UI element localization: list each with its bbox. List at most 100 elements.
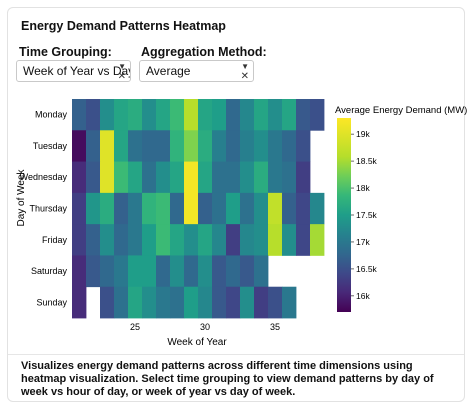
heatmap-cell[interactable] (142, 192, 157, 225)
clear-icon[interactable]: ✕ (117, 71, 126, 82)
heatmap-cell[interactable] (282, 192, 297, 225)
heatmap-cell[interactable] (142, 161, 157, 194)
time-grouping-select[interactable]: Week of Year vs Day ... ▼ ✕ (16, 60, 131, 82)
heatmap-cell[interactable] (268, 161, 283, 194)
heatmap-cell[interactable] (212, 255, 227, 288)
heatmap-cell[interactable] (282, 286, 297, 319)
heatmap-cell[interactable] (128, 286, 143, 319)
heatmap-cell[interactable] (198, 161, 213, 194)
heatmap-cell[interactable] (282, 224, 297, 256)
heatmap-cell[interactable] (240, 99, 255, 131)
heatmap-cell[interactable] (254, 286, 269, 319)
heatmap-cell[interactable] (296, 130, 311, 162)
heatmap-cell[interactable] (114, 255, 129, 288)
heatmap-cell[interactable] (226, 255, 241, 288)
heatmap-cell[interactable] (86, 192, 101, 225)
heatmap-cell[interactable] (198, 255, 213, 288)
heatmap-cell[interactable] (72, 161, 87, 194)
heatmap-cell[interactable] (72, 255, 87, 288)
heatmap-cell[interactable] (100, 130, 115, 162)
heatmap-cell[interactable] (100, 192, 115, 225)
heatmap-cell[interactable] (226, 130, 241, 162)
heatmap-cell[interactable] (212, 224, 227, 256)
heatmap-cell[interactable] (212, 99, 227, 131)
heatmap-cell[interactable] (198, 224, 213, 256)
heatmap-chart[interactable]: Monday Tuesday Wednesday Thursday Friday Satu… (0, 0, 474, 350)
heatmap-cell[interactable] (282, 161, 297, 194)
heatmap-cell[interactable] (226, 99, 241, 131)
heatmap-cell[interactable] (226, 224, 241, 256)
aggregation-method-select[interactable]: Average ▼ ✕ (139, 60, 254, 82)
heatmap-cell[interactable] (184, 192, 199, 225)
heatmap-cell[interactable] (254, 161, 269, 194)
heatmap-cell[interactable] (170, 286, 185, 319)
heatmap-cell[interactable] (142, 99, 157, 131)
heatmap-cell[interactable] (156, 192, 171, 225)
heatmap-cell[interactable] (128, 192, 143, 225)
heatmap-cell[interactable] (170, 130, 185, 162)
heatmap-cell[interactable] (198, 192, 213, 225)
heatmap-cell[interactable] (268, 130, 283, 162)
heatmap-cell[interactable] (100, 161, 115, 194)
heatmap-cell[interactable] (268, 192, 283, 225)
heatmap-cell[interactable] (114, 224, 129, 256)
heatmap-cell[interactable] (128, 99, 143, 131)
heatmap-cell[interactable] (184, 99, 199, 131)
heatmap-cell[interactable] (142, 286, 157, 319)
heatmap-cell[interactable] (184, 255, 199, 288)
heatmap-cell[interactable] (226, 286, 241, 319)
heatmap-cell[interactable] (72, 99, 87, 131)
heatmap-cell[interactable] (128, 224, 143, 256)
heatmap-cell[interactable] (100, 255, 115, 288)
heatmap-cell[interactable] (100, 286, 115, 319)
heatmap-cell[interactable] (156, 286, 171, 319)
heatmap-cell[interactable] (86, 130, 101, 162)
heatmap-cell[interactable] (156, 130, 171, 162)
heatmap-cell[interactable] (240, 192, 255, 225)
heatmap-cell[interactable] (254, 255, 269, 288)
heatmap-cell[interactable] (142, 224, 157, 256)
heatmap-cell[interactable] (198, 286, 213, 319)
heatmap-cell[interactable] (212, 192, 227, 225)
heatmap-cell[interactable] (170, 192, 185, 225)
heatmap-cell[interactable] (198, 130, 213, 162)
heatmap-cell[interactable] (254, 192, 269, 225)
heatmap-cell[interactable] (212, 286, 227, 319)
chevron-down-icon[interactable]: ▼ (118, 62, 126, 71)
heatmap-cell[interactable] (198, 99, 213, 131)
heatmap-cell[interactable] (282, 99, 297, 131)
heatmap-cell[interactable] (212, 161, 227, 194)
clear-icon[interactable]: ✕ (240, 71, 249, 82)
heatmap-cell[interactable] (268, 224, 283, 256)
heatmap-cell[interactable] (114, 286, 129, 319)
heatmap-cell[interactable] (184, 130, 199, 162)
heatmap-cell[interactable] (170, 255, 185, 288)
heatmap-cell[interactable] (226, 161, 241, 194)
heatmap-cell[interactable] (240, 224, 255, 256)
heatmap-cell[interactable] (100, 99, 115, 131)
heatmap-cell[interactable] (128, 161, 143, 194)
heatmap-cell[interactable] (240, 286, 255, 319)
heatmap-cell[interactable] (296, 99, 311, 131)
heatmap-cell[interactable] (156, 161, 171, 194)
heatmap-cell[interactable] (86, 224, 101, 256)
heatmap-cell[interactable] (72, 286, 87, 319)
heatmap-cell[interactable] (142, 255, 157, 288)
heatmap-cell[interactable] (212, 130, 227, 162)
heatmap-cell[interactable] (86, 99, 101, 131)
heatmap-cell[interactable] (114, 99, 129, 131)
heatmap-cell[interactable] (128, 130, 143, 162)
heatmap-cell[interactable] (254, 99, 269, 131)
heatmap-cell[interactable] (72, 130, 87, 162)
heatmap-cell[interactable] (128, 255, 143, 288)
heatmap-cell[interactable] (282, 130, 297, 162)
heatmap-cell[interactable] (156, 255, 171, 288)
heatmap-cell[interactable] (268, 286, 283, 319)
chevron-down-icon[interactable]: ▼ (241, 62, 249, 71)
heatmap-cell[interactable] (142, 130, 157, 162)
heatmap-cell[interactable] (310, 224, 325, 256)
heatmap-cell[interactable] (268, 99, 283, 131)
heatmap-cell[interactable] (86, 161, 101, 194)
heatmap-cell[interactable] (184, 161, 199, 194)
heatmap-cell[interactable] (170, 224, 185, 256)
